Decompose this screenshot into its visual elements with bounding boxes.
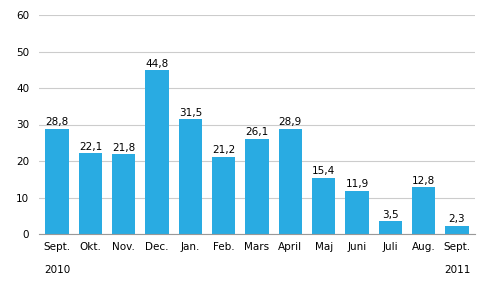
- Text: 2010: 2010: [44, 265, 70, 275]
- Text: 12,8: 12,8: [411, 176, 434, 186]
- Text: 28,8: 28,8: [45, 117, 69, 128]
- Bar: [112, 154, 135, 234]
- Bar: [378, 221, 401, 234]
- Bar: [444, 226, 468, 234]
- Text: 44,8: 44,8: [145, 59, 168, 69]
- Text: 11,9: 11,9: [345, 179, 368, 189]
- Bar: [145, 70, 168, 234]
- Text: 21,2: 21,2: [212, 145, 235, 155]
- Text: 26,1: 26,1: [245, 127, 268, 137]
- Bar: [311, 178, 334, 234]
- Text: 3,5: 3,5: [381, 210, 398, 220]
- Bar: [411, 187, 435, 234]
- Text: 2011: 2011: [443, 265, 469, 275]
- Text: 15,4: 15,4: [311, 166, 334, 176]
- Text: 21,8: 21,8: [112, 143, 135, 153]
- Bar: [78, 153, 102, 234]
- Bar: [245, 139, 268, 234]
- Bar: [212, 157, 235, 234]
- Bar: [278, 128, 302, 234]
- Bar: [345, 190, 368, 234]
- Text: 31,5: 31,5: [179, 108, 202, 118]
- Text: 28,9: 28,9: [278, 117, 302, 127]
- Bar: [179, 119, 202, 234]
- Text: 2,3: 2,3: [448, 214, 464, 224]
- Bar: [45, 129, 69, 234]
- Text: 22,1: 22,1: [79, 142, 102, 152]
